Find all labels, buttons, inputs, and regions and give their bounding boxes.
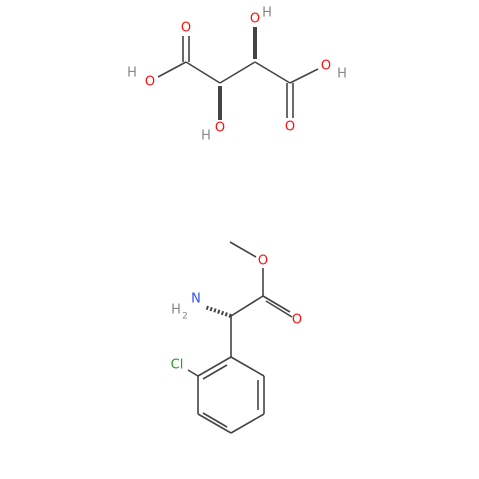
atom-label: H — [262, 6, 272, 21]
atom-label: H — [201, 129, 211, 144]
atom-label: O — [258, 254, 268, 269]
atom-label: H — [127, 66, 137, 81]
tartaric-acid-labels: O H O O H O H O H O — [127, 6, 347, 144]
atom-label: N — [191, 292, 201, 307]
atom-label: O — [145, 75, 155, 90]
atom-label: O — [285, 120, 295, 135]
atom-label: O — [250, 12, 260, 27]
atom-label: O — [321, 59, 331, 74]
atom-label: O — [181, 21, 191, 36]
atom-label: 2 — [182, 312, 188, 322]
amino-ester-labels: O O N H 2 Cl — [171, 254, 302, 373]
tartaric-acid-bonds — [157, 27, 319, 120]
atom-label: O — [215, 121, 225, 136]
amino-ester-bonds — [187, 241, 293, 434]
atom-label: H — [171, 303, 181, 318]
atom-label: Cl — [171, 358, 184, 373]
atom-label: O — [292, 313, 302, 328]
atom-label: H — [337, 67, 347, 82]
